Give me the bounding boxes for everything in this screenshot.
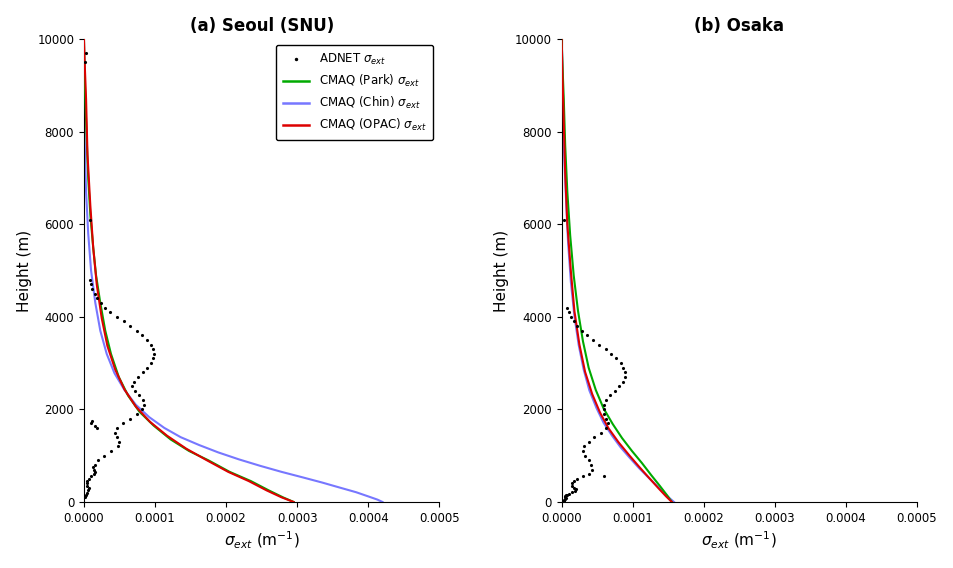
Legend: ADNET $\sigma_{ext}$, CMAQ (Park) $\sigma_{ext}$, CMAQ (Chin) $\sigma_{ext}$, CM: ADNET $\sigma_{ext}$, CMAQ (Park) $\sigm… — [275, 45, 433, 140]
X-axis label: $\sigma_{ext}$ (m$^{-1}$): $\sigma_{ext}$ (m$^{-1}$) — [700, 531, 777, 552]
Y-axis label: Height (m): Height (m) — [16, 229, 31, 311]
Title: (b) Osaka: (b) Osaka — [694, 16, 783, 35]
Title: (a) Seoul (SNU): (a) Seoul (SNU) — [190, 16, 334, 35]
Y-axis label: Height (m): Height (m) — [494, 229, 509, 311]
X-axis label: $\sigma_{ext}$ (m$^{-1}$): $\sigma_{ext}$ (m$^{-1}$) — [224, 531, 299, 552]
